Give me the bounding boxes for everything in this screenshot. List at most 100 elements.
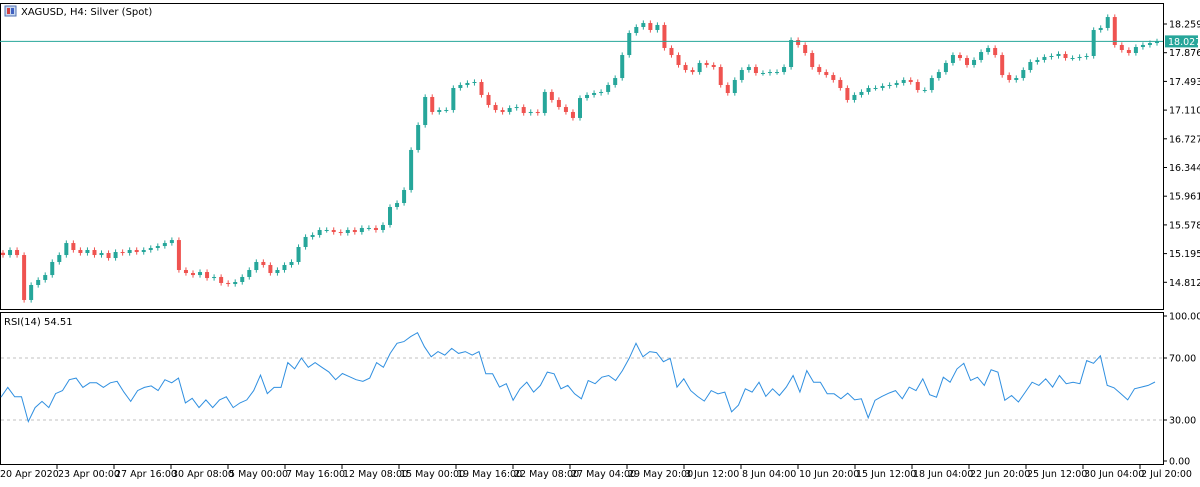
time-tick-label: 30 Jun 04:00 [1084, 469, 1144, 480]
bear-candle [810, 52, 815, 68]
time-tick-label: 22 Jun 20:00 [970, 469, 1030, 480]
time-tick-label: 27 May 04:00 [571, 469, 636, 480]
time-tick-label: 10 Jun 20:00 [799, 469, 859, 480]
bull-candle [57, 255, 62, 262]
bear-candle [803, 44, 808, 53]
rsi-tick-label: 100.00 [1169, 312, 1200, 323]
bull-candle [775, 72, 780, 74]
bull-candle [317, 229, 322, 236]
bull-candle [767, 72, 772, 74]
bull-candle [859, 91, 864, 95]
bull-candle [465, 82, 470, 85]
price-tick-label: 16.344 [1169, 163, 1200, 174]
time-tick-label: 30 Apr 08:00 [172, 469, 234, 480]
bull-candle [950, 55, 955, 63]
bull-candle [613, 78, 618, 85]
main-chart-frame [0, 3, 1164, 310]
bear-candle [831, 75, 836, 80]
time-tick-label: 15 Jun 12:00 [856, 469, 916, 480]
bull-candle [1035, 59, 1040, 62]
bear-candle [648, 23, 653, 30]
bear-candle [479, 81, 484, 95]
bear-candle [219, 276, 224, 283]
bull-candle [303, 236, 308, 248]
bear-candle [190, 273, 195, 276]
bear-candle [331, 229, 336, 233]
bear-candle [15, 250, 20, 256]
bear-candle [570, 111, 575, 118]
bear-candle [1000, 55, 1005, 76]
rsi-panel-frame [0, 312, 1164, 465]
bull-candle [528, 111, 533, 114]
bear-candle [486, 94, 491, 106]
price-tick-label: 15.961 [1169, 192, 1200, 203]
bull-candle [1014, 78, 1019, 80]
bear-candle [352, 229, 357, 233]
bear-candle [669, 47, 674, 56]
bull-candle [746, 67, 751, 71]
bull-candle [943, 62, 948, 73]
bear-candle [521, 107, 526, 114]
chart-window-icon [4, 5, 17, 17]
bear-candle [957, 55, 962, 59]
bear-candle [965, 58, 970, 65]
bear-candle [338, 232, 343, 234]
bull-candle [198, 272, 203, 276]
price-tick-label: 17.110 [1169, 106, 1200, 117]
bull-candle [627, 32, 632, 56]
bull-candle [880, 85, 885, 88]
bull-candle [423, 96, 428, 126]
current-price-tag: 18.027 [1165, 35, 1200, 48]
bull-candle [1133, 47, 1138, 53]
rsi-title: RSI(14) 54.51 [4, 317, 73, 328]
bull-candle [162, 243, 167, 247]
time-tick-label: 8 Jun 04:00 [742, 469, 796, 480]
rsi-tick-label: 0.00 [1169, 457, 1190, 468]
bull-candle [620, 55, 625, 79]
bear-candle [205, 272, 210, 279]
bear-candle [493, 105, 498, 111]
bull-candle [760, 73, 765, 75]
bull-candle [641, 23, 646, 27]
bear-candle [563, 107, 568, 112]
bull-candle [43, 275, 48, 280]
time-tick-label: 5 May 00:00 [229, 469, 288, 480]
bull-candle [324, 229, 329, 231]
bear-candle [838, 79, 843, 88]
bear-candle [106, 253, 111, 259]
rsi-line [0, 332, 1156, 424]
time-tick-label: 2 Jul 20:00 [1141, 469, 1192, 480]
bull-candle [1056, 53, 1061, 56]
bull-candle [345, 229, 350, 233]
bear-candle [711, 64, 716, 68]
bear-candle [690, 70, 695, 73]
bear-candle [824, 72, 829, 76]
bull-candle [1084, 55, 1089, 57]
bull-candle [866, 87, 871, 92]
bull-candle [388, 206, 393, 225]
bull-candle [1042, 56, 1047, 60]
bull-candle [697, 62, 702, 73]
bear-candle [683, 64, 688, 71]
bear-candle [373, 227, 378, 230]
bull-candle [514, 107, 519, 109]
price-tick-label: 17.876 [1169, 48, 1200, 59]
bear-candle [662, 24, 667, 48]
bear-candle [817, 67, 822, 73]
bull-candle [472, 81, 477, 83]
time-tick-label: 22 May 08:00 [514, 469, 579, 480]
time-tick-label: 12 May 08:00 [343, 469, 408, 480]
bear-candle [1, 252, 5, 256]
bull-candle [1049, 55, 1054, 57]
bear-candle [556, 99, 561, 108]
bear-candle [92, 250, 97, 256]
candles-group [1, 14, 1159, 303]
bull-candle [148, 247, 153, 251]
bear-candle [993, 47, 998, 56]
bear-candle [915, 81, 920, 91]
bull-candle [155, 246, 160, 248]
bull-candle [127, 250, 132, 254]
bull-candle [169, 240, 174, 244]
